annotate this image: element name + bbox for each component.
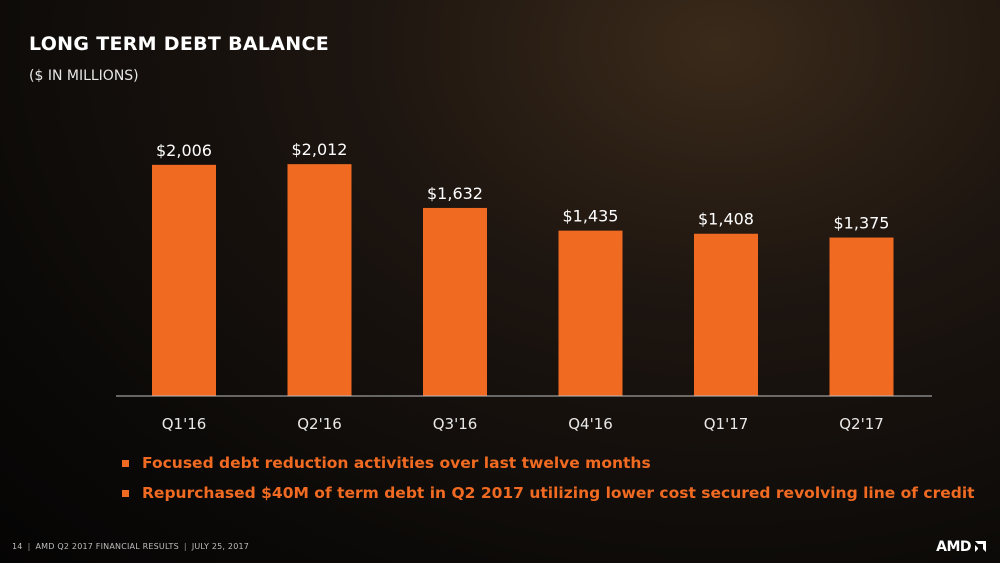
presentation-date: JULY 25, 2017: [191, 542, 250, 551]
bar-value-label: $1,408: [698, 210, 754, 229]
bullet-list: Focused debt reduction activities over l…: [122, 454, 975, 514]
x-tick-label: Q3'16: [433, 415, 478, 433]
bars-group: [152, 164, 894, 396]
bar-value-label: $2,012: [292, 140, 348, 159]
x-tick-label: Q1'16: [162, 415, 207, 433]
bar: [829, 237, 894, 396]
bar-value-label: $1,435: [563, 207, 619, 226]
x-tick-label: Q1'17: [704, 415, 749, 433]
bar: [423, 207, 487, 396]
x-tick-label: Q2'16: [297, 415, 342, 433]
category-labels-group: Q1'16 Q2'16 Q3'16 Q4'16 Q1'17 Q2'17: [162, 415, 884, 433]
bar: [694, 233, 758, 396]
bullet-item: Repurchased $40M of term debt in Q2 2017…: [122, 484, 975, 502]
slide-title: LONG TERM DEBT BALANCE: [29, 33, 330, 55]
slide-footer: 14 | AMD Q2 2017 FINANCIAL RESULTS | JULY 25…: [12, 542, 250, 551]
bar-value-label: $1,632: [427, 184, 483, 203]
bar: [287, 164, 352, 396]
bullet-item: Focused debt reduction activities over l…: [122, 454, 975, 472]
bar-value-label: $1,375: [834, 214, 890, 233]
amd-arrow-icon: [975, 541, 986, 552]
bar-value-label: $2,006: [156, 141, 212, 160]
bullet-square-icon: [122, 490, 129, 497]
x-tick-label: Q2'17: [839, 415, 884, 433]
bar: [558, 230, 623, 396]
bar: [152, 164, 216, 396]
presentation-name: AMD Q2 2017 FINANCIAL RESULTS: [35, 542, 179, 551]
value-labels-group: $2,006 $2,012 $1,632 $1,435 $1,408 $1,375: [156, 140, 889, 232]
amd-logo: AMD: [936, 539, 986, 555]
logo-text: AMD: [936, 539, 971, 555]
x-tick-label: Q4'16: [568, 415, 613, 433]
bullet-text: Focused debt reduction activities over l…: [142, 454, 651, 472]
slide-subtitle: ($ IN MILLIONS): [29, 68, 139, 84]
bullet-text: Repurchased $40M of term debt in Q2 2017…: [142, 484, 975, 502]
page-number: 14: [12, 542, 23, 551]
bullet-square-icon: [122, 460, 129, 467]
